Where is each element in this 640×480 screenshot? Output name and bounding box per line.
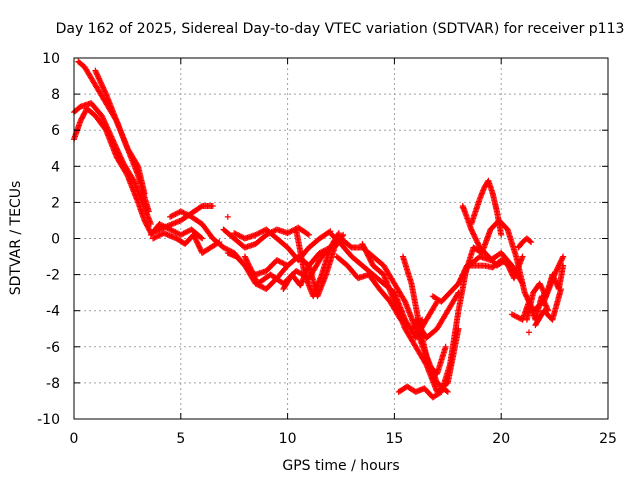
data-points (71, 59, 566, 401)
x-tick-label: 10 (279, 431, 297, 447)
chart-title: Day 162 of 2025, Sidereal Day-to-day VTE… (56, 21, 625, 37)
y-tick-labels: -10 -8 -6 -4 -2 0 2 4 6 8 10 (37, 51, 60, 428)
x-tick-label: 25 (599, 431, 617, 447)
y-tick-label: 0 (51, 232, 60, 248)
y-axis-label: SDTVAR / TECUs (8, 181, 24, 296)
y-tick-label: 8 (51, 87, 60, 103)
data-point (225, 214, 231, 220)
y-tick-label: -4 (46, 304, 60, 320)
data-point (526, 329, 532, 335)
x-tick-label: 5 (176, 431, 185, 447)
x-tick-labels: 0 5 10 15 20 25 (70, 431, 617, 447)
y-tick-label: -2 (46, 268, 60, 284)
y-tick-label: 10 (42, 51, 60, 67)
y-tick-label: 6 (51, 123, 60, 139)
x-tick-label: 20 (492, 431, 510, 447)
x-axis-label: GPS time / hours (282, 458, 399, 474)
y-tick-label: -8 (46, 376, 60, 392)
y-tick-label: -6 (46, 340, 60, 356)
x-tick-label: 0 (70, 431, 79, 447)
sdtvar-chart: Day 162 of 2025, Sidereal Day-to-day VTE… (0, 0, 640, 480)
y-tick-label: -10 (37, 412, 60, 428)
y-tick-label: 2 (51, 195, 60, 211)
x-tick-label: 15 (385, 431, 403, 447)
data-point (498, 232, 504, 238)
data-point (443, 344, 449, 350)
y-tick-label: 4 (51, 159, 60, 175)
